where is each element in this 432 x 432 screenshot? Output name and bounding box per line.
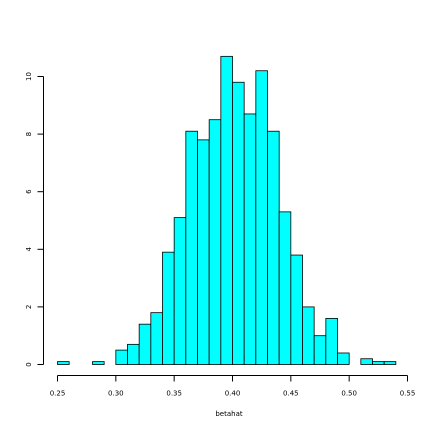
x-tick-label-5: 0.50 [341,390,357,398]
histogram-bar-18 [267,130,280,365]
histogram-bar-6 [127,343,140,365]
y-tick-label-3: 6 [25,189,33,194]
x-tick-label-3: 0.40 [225,390,241,398]
histogram-bar-0 [57,361,70,365]
x-axis: 0.25 0.30 0.35 0.40 0.45 0.50 0.55 [50,375,416,398]
y-tick-label-4: 8 [25,132,33,136]
y-tick-label-5: 10 [25,72,33,81]
x-tick-label-4: 0.45 [283,390,299,398]
y-axis: 0 2 4 6 8 10 [25,72,44,367]
histogram-bars [57,55,397,365]
histogram-bar-26 [360,358,373,365]
histogram-bar-8 [150,312,163,365]
histogram-bar-14 [220,55,233,365]
histogram-bar-10 [173,217,187,365]
x-tick-label-2: 0.35 [166,390,182,398]
histogram-bar-3 [92,361,105,365]
x-tick-label-0: 0.25 [50,390,66,398]
histogram-bar-21 [302,306,315,365]
y-tick-label-2: 4 [25,247,33,252]
histogram-bar-7 [138,323,152,365]
y-tick-label-0: 0 [25,362,33,366]
histogram-bar-27 [372,361,385,365]
histogram-bar-13 [208,119,222,365]
histogram-bar-11 [185,130,198,365]
x-tick-label-1: 0.30 [108,390,124,398]
histogram-bar-15 [232,81,245,365]
histogram-bar-17 [255,70,268,365]
x-axis-title: betahat [215,410,243,418]
histogram-bar-9 [162,251,175,365]
x-tick-label-6: 0.55 [400,390,416,398]
histogram-bar-16 [243,113,257,365]
histogram-bar-22 [313,335,327,365]
histogram-bar-19 [278,211,292,365]
y-tick-label-1: 2 [25,305,33,309]
histogram-bar-28 [383,361,397,365]
histogram-bar-24 [337,352,350,365]
histogram-bar-20 [290,254,303,365]
histogram-bar-5 [115,349,128,365]
histogram-bar-23 [325,318,338,365]
histogram-bar-12 [197,139,210,365]
